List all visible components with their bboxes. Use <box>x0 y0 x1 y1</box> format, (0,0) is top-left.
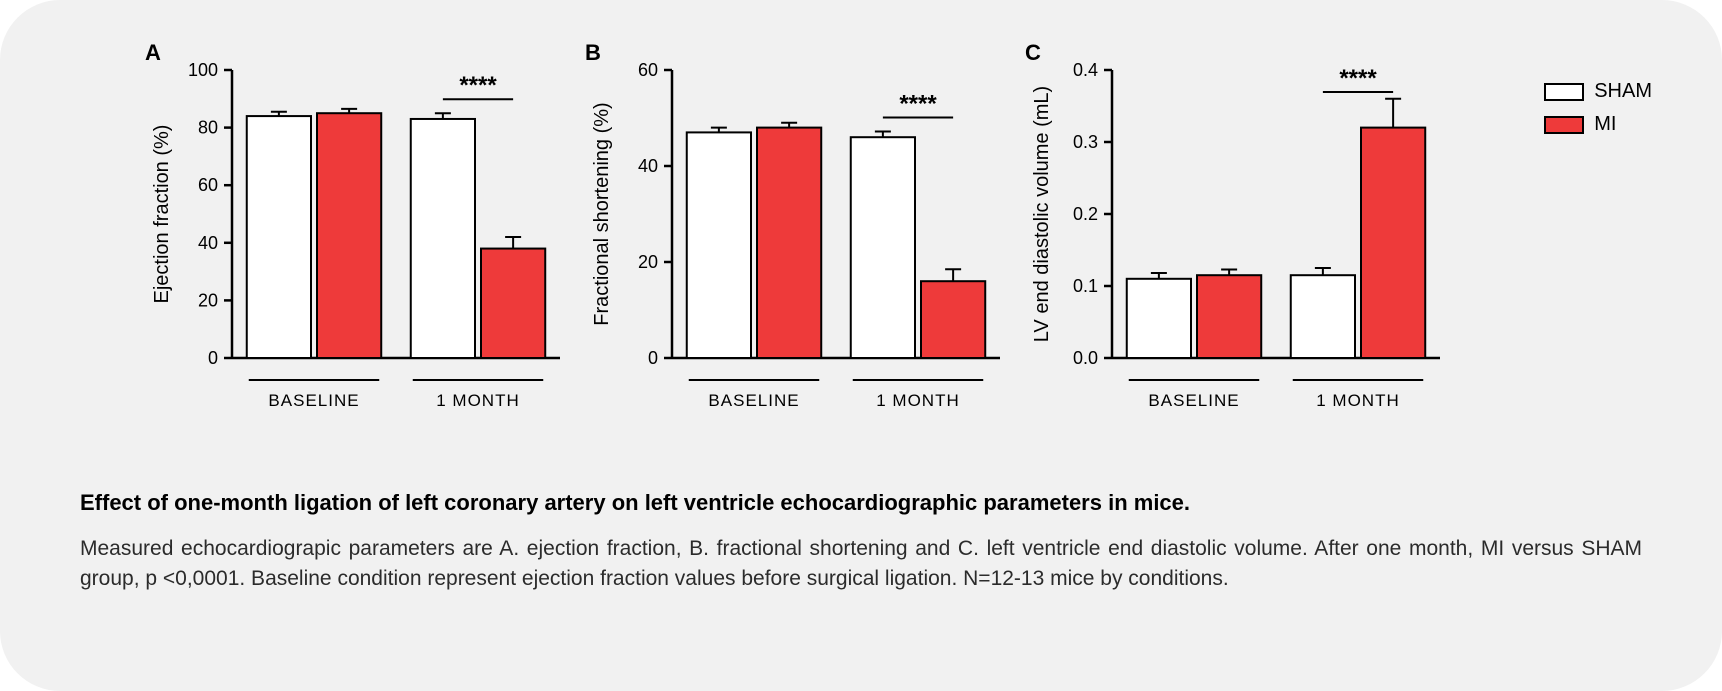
svg-text:LV end diastolic volume (mL): LV end diastolic volume (mL) <box>1031 86 1053 342</box>
svg-text:60: 60 <box>198 175 218 195</box>
svg-text:0.2: 0.2 <box>1073 204 1098 224</box>
panel-b-letter: B <box>585 40 601 66</box>
legend-swatch-sham <box>1544 83 1584 101</box>
legend: SHAM MI <box>1544 80 1652 146</box>
panel-c: C 0.0 0.1 0.2 0.3 0.4 LV end diastolic volume… <box>1020 30 1450 450</box>
panel-a: A 0 20 40 60 80 100 Ejection fraction (%) BASEL… <box>140 30 570 450</box>
svg-text:0: 0 <box>208 348 218 368</box>
svg-text:Ejection fraction (%): Ejection fraction (%) <box>151 125 173 304</box>
svg-text:BASELINE: BASELINE <box>1148 391 1239 410</box>
svg-text:40: 40 <box>198 233 218 253</box>
svg-text:60: 60 <box>638 60 658 80</box>
svg-text:****: **** <box>899 90 937 117</box>
caption-body: Measured echocardiograpic parameters are… <box>80 534 1642 595</box>
svg-text:0.4: 0.4 <box>1073 60 1098 80</box>
svg-text:1 MONTH: 1 MONTH <box>436 391 520 410</box>
svg-text:0.0: 0.0 <box>1073 348 1098 368</box>
svg-text:1 MONTH: 1 MONTH <box>876 391 960 410</box>
svg-text:BASELINE: BASELINE <box>708 391 799 410</box>
legend-item-sham: SHAM <box>1544 80 1652 103</box>
svg-text:100: 100 <box>188 60 218 80</box>
svg-text:20: 20 <box>198 290 218 310</box>
svg-text:Fractional shortening (%): Fractional shortening (%) <box>591 102 613 325</box>
figure-card: A 0 20 40 60 80 100 Ejection fraction (%) BASEL… <box>0 0 1722 691</box>
svg-text:0: 0 <box>648 348 658 368</box>
panel-c-chart: 0.0 0.1 0.2 0.3 0.4 LV end diastolic volume (… <box>1020 30 1450 450</box>
legend-swatch-mi <box>1544 116 1584 134</box>
svg-text:20: 20 <box>638 252 658 272</box>
legend-label-sham: SHAM <box>1594 80 1652 103</box>
panel-c-letter: C <box>1025 40 1041 66</box>
svg-text:****: **** <box>1339 65 1377 92</box>
svg-text:1 MONTH: 1 MONTH <box>1316 391 1400 410</box>
panel-a-chart: 0 20 40 60 80 100 Ejection fraction (%) BASELIN… <box>140 30 570 450</box>
charts-row: A 0 20 40 60 80 100 Ejection fraction (%) BASEL… <box>60 30 1662 470</box>
svg-text:0.3: 0.3 <box>1073 132 1098 152</box>
panel-b: B 0 20 40 60 Fractional shortening (%) BASELI… <box>580 30 1010 450</box>
svg-text:0.1: 0.1 <box>1073 276 1098 296</box>
panel-a-letter: A <box>145 40 161 66</box>
svg-text:40: 40 <box>638 156 658 176</box>
panel-b-chart: 0 20 40 60 Fractional shortening (%) BASELINE… <box>580 30 1010 450</box>
svg-text:****: **** <box>459 72 497 99</box>
legend-item-mi: MI <box>1544 113 1652 136</box>
legend-label-mi: MI <box>1594 113 1616 136</box>
svg-text:80: 80 <box>198 118 218 138</box>
svg-text:BASELINE: BASELINE <box>268 391 359 410</box>
caption-title: Effect of one-month ligation of left cor… <box>80 490 1642 516</box>
